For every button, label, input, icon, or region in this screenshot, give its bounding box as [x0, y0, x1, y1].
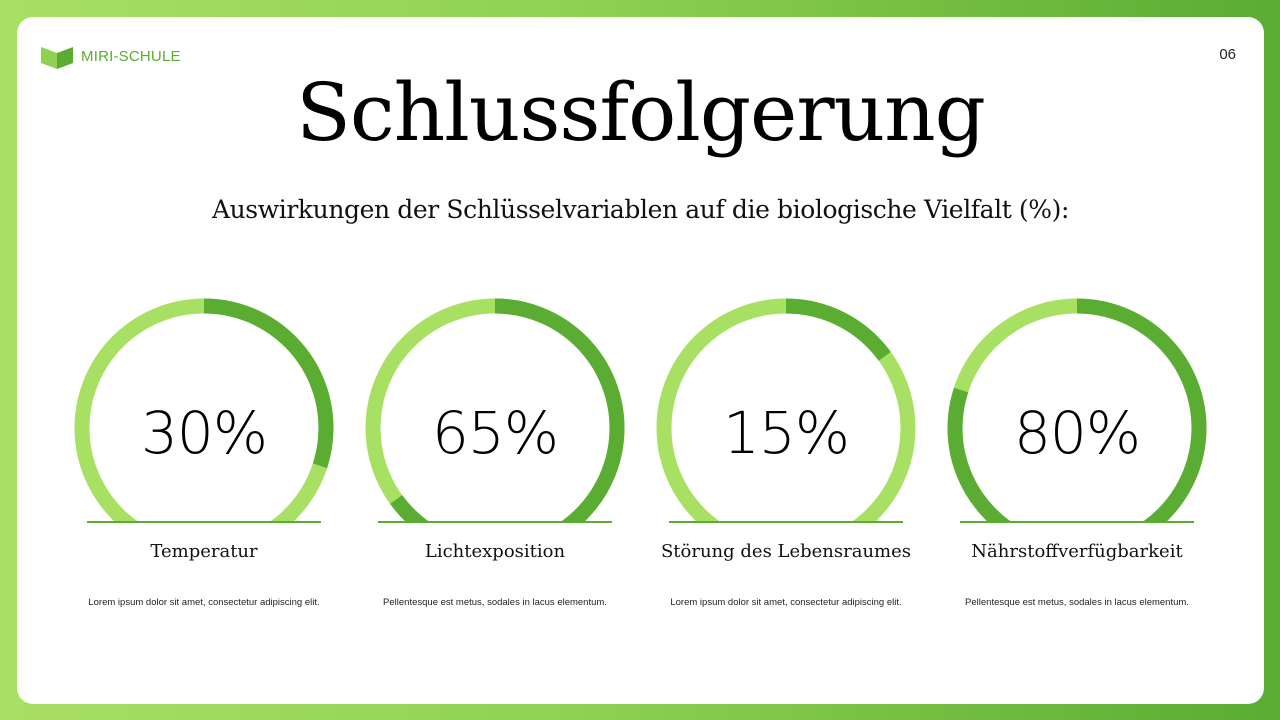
- percentage-value: 80%: [1014, 399, 1141, 467]
- variable-description: Lorem ipsum dolor sit amet, consectetur …: [88, 597, 320, 608]
- percentage-value: 65%: [432, 399, 559, 467]
- cube-logo-icon: [41, 47, 73, 69]
- slide: MIRI-SCHULE 06 Schlussfolgerung Auswirku…: [17, 17, 1264, 704]
- brand: MIRI-SCHULE: [41, 43, 181, 69]
- variable-description: Pellentesque est metus, sodales in lacus…: [965, 597, 1189, 608]
- variable-description: Pellentesque est metus, sodales in lacus…: [383, 597, 607, 608]
- ring-card: 80% Nährstoffverfügbarkeit Pellentesque es…: [937, 297, 1217, 627]
- variable-description: Lorem ipsum dolor sit amet, consectetur …: [670, 597, 902, 608]
- progress-ring: [947, 298, 1207, 523]
- progress-ring: [365, 298, 625, 523]
- ring-card: 65% Lichtexposition Pellentesque est metus…: [355, 297, 635, 627]
- progress-ring: [74, 298, 334, 523]
- chart-subtitle: Auswirkungen der Schlüsselvariablen auf …: [211, 195, 1070, 224]
- variable-label: Lichtexposition: [424, 541, 566, 562]
- percentage-value: 15%: [723, 399, 850, 467]
- divider-line: [960, 521, 1194, 523]
- brand-name: MIRI-SCHULE: [81, 47, 181, 65]
- ring-card: 15% Störung des Lebensraumes Lorem ipsum d…: [646, 297, 926, 627]
- divider-line: [378, 521, 612, 523]
- variable-label: Nährstoffverfügbarkeit: [971, 541, 1183, 562]
- ring-card: 30% Temperatur Lorem ipsum dolor sit amet,…: [64, 297, 344, 627]
- progress-rings-chart: 30% Temperatur Lorem ipsum dolor sit amet,…: [17, 17, 1264, 704]
- percentage-value: 30%: [141, 399, 268, 467]
- page-number: 06: [1219, 46, 1236, 63]
- variable-label: Störung des Lebensraumes: [660, 541, 912, 562]
- variable-label: Temperatur: [150, 541, 258, 562]
- progress-ring: [656, 298, 916, 523]
- divider-line: [87, 521, 321, 523]
- page-title: Schlussfolgerung: [296, 66, 986, 159]
- divider-line: [669, 521, 903, 523]
